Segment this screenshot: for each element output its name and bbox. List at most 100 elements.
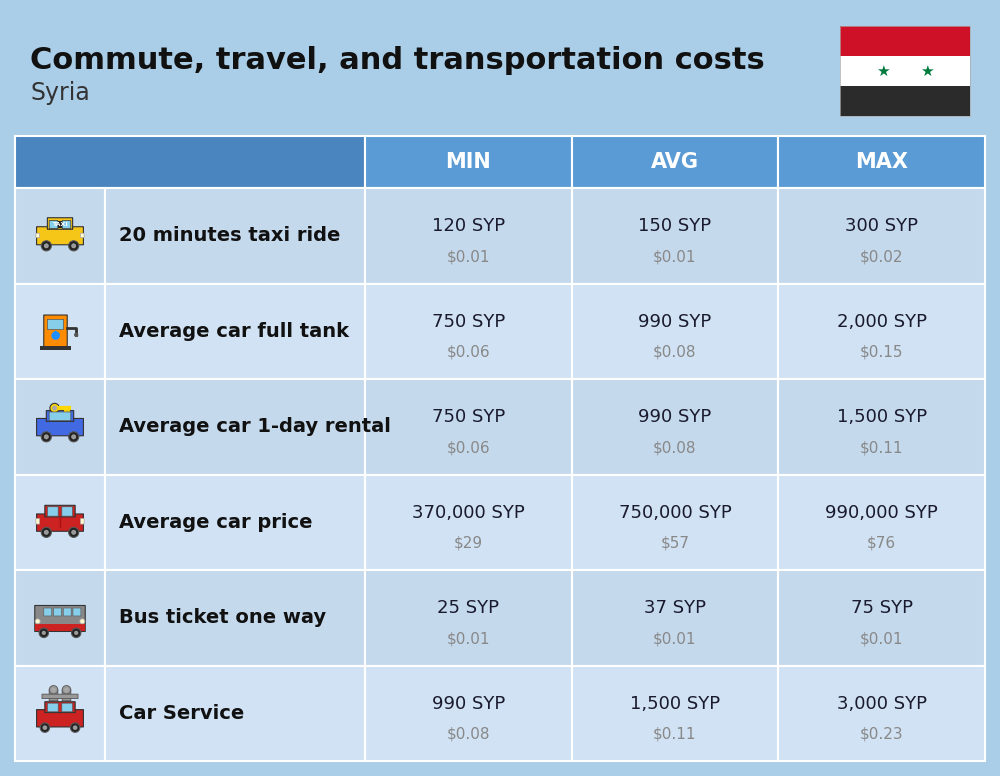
Bar bbox=[15, 379, 105, 474]
Circle shape bbox=[35, 618, 40, 624]
FancyBboxPatch shape bbox=[49, 220, 58, 229]
Text: 370,000 SYP: 370,000 SYP bbox=[412, 504, 525, 521]
Text: Average car price: Average car price bbox=[119, 513, 312, 532]
Circle shape bbox=[40, 723, 50, 733]
Circle shape bbox=[44, 435, 49, 439]
Bar bbox=[778, 666, 985, 761]
FancyBboxPatch shape bbox=[46, 411, 74, 421]
Bar bbox=[105, 188, 365, 283]
Text: Commute, travel, and transportation costs: Commute, travel, and transportation cost… bbox=[30, 46, 765, 75]
FancyBboxPatch shape bbox=[40, 346, 71, 350]
FancyBboxPatch shape bbox=[62, 690, 71, 701]
Bar bbox=[778, 188, 985, 283]
Text: 37 SYP: 37 SYP bbox=[644, 599, 706, 617]
Circle shape bbox=[62, 685, 71, 695]
Text: $29: $29 bbox=[454, 535, 483, 551]
Circle shape bbox=[49, 685, 58, 695]
Circle shape bbox=[71, 244, 76, 248]
FancyBboxPatch shape bbox=[49, 412, 71, 421]
FancyBboxPatch shape bbox=[54, 608, 61, 616]
Text: 750 SYP: 750 SYP bbox=[432, 408, 505, 426]
FancyBboxPatch shape bbox=[35, 624, 85, 632]
FancyBboxPatch shape bbox=[47, 507, 58, 516]
Circle shape bbox=[64, 688, 69, 692]
Circle shape bbox=[41, 431, 51, 442]
Bar bbox=[105, 474, 365, 570]
Bar bbox=[365, 283, 572, 379]
Circle shape bbox=[80, 618, 85, 624]
Text: $0.06: $0.06 bbox=[447, 440, 490, 456]
Bar bbox=[778, 379, 985, 474]
Bar bbox=[15, 136, 365, 188]
FancyBboxPatch shape bbox=[62, 703, 73, 712]
Circle shape bbox=[44, 530, 49, 535]
Text: 1,500 SYP: 1,500 SYP bbox=[630, 695, 720, 712]
Bar bbox=[840, 26, 970, 116]
Text: $76: $76 bbox=[867, 535, 896, 551]
Circle shape bbox=[52, 406, 57, 411]
Text: $0.23: $0.23 bbox=[860, 727, 903, 742]
Text: $0.08: $0.08 bbox=[653, 345, 697, 360]
Text: $0.02: $0.02 bbox=[860, 249, 903, 265]
Circle shape bbox=[43, 726, 47, 730]
Circle shape bbox=[74, 333, 78, 337]
Circle shape bbox=[69, 527, 79, 537]
Bar bbox=[15, 666, 105, 761]
FancyBboxPatch shape bbox=[45, 702, 75, 712]
Text: AVG: AVG bbox=[651, 152, 699, 172]
Circle shape bbox=[73, 726, 77, 730]
Circle shape bbox=[74, 631, 78, 635]
Text: MAX: MAX bbox=[855, 152, 908, 172]
FancyBboxPatch shape bbox=[42, 695, 78, 698]
Text: 2,000 SYP: 2,000 SYP bbox=[837, 313, 927, 331]
Text: 750 SYP: 750 SYP bbox=[432, 313, 505, 331]
Circle shape bbox=[41, 527, 51, 537]
FancyBboxPatch shape bbox=[81, 234, 84, 237]
Bar bbox=[572, 474, 778, 570]
FancyBboxPatch shape bbox=[44, 608, 52, 616]
Bar bbox=[572, 136, 778, 188]
Circle shape bbox=[44, 244, 49, 248]
FancyBboxPatch shape bbox=[37, 418, 83, 436]
Text: $0.15: $0.15 bbox=[860, 345, 903, 360]
Text: 990 SYP: 990 SYP bbox=[432, 695, 505, 712]
Circle shape bbox=[69, 431, 79, 442]
Text: 990 SYP: 990 SYP bbox=[638, 313, 712, 331]
Text: $0.06: $0.06 bbox=[447, 345, 490, 360]
Text: ★: ★ bbox=[920, 64, 934, 78]
Circle shape bbox=[51, 331, 60, 340]
Text: 750,000 SYP: 750,000 SYP bbox=[619, 504, 731, 521]
Bar bbox=[105, 570, 365, 666]
FancyBboxPatch shape bbox=[47, 218, 73, 229]
Bar bbox=[840, 26, 970, 56]
Text: 25 SYP: 25 SYP bbox=[437, 599, 499, 617]
Circle shape bbox=[71, 530, 76, 535]
FancyBboxPatch shape bbox=[62, 507, 73, 516]
Text: 120 SYP: 120 SYP bbox=[432, 217, 505, 235]
Circle shape bbox=[70, 723, 80, 733]
Text: Car Service: Car Service bbox=[119, 704, 244, 722]
FancyBboxPatch shape bbox=[37, 514, 83, 532]
Text: 150 SYP: 150 SYP bbox=[638, 217, 712, 235]
Polygon shape bbox=[52, 330, 59, 335]
FancyBboxPatch shape bbox=[47, 703, 58, 712]
Bar bbox=[840, 86, 970, 116]
Text: 1,500 SYP: 1,500 SYP bbox=[837, 408, 927, 426]
Text: $0.11: $0.11 bbox=[860, 440, 903, 456]
Circle shape bbox=[50, 404, 59, 413]
Bar bbox=[15, 474, 105, 570]
FancyBboxPatch shape bbox=[44, 315, 67, 349]
Bar bbox=[840, 56, 970, 86]
Bar bbox=[778, 570, 985, 666]
Bar bbox=[15, 283, 105, 379]
FancyBboxPatch shape bbox=[62, 220, 71, 229]
Text: $0.01: $0.01 bbox=[653, 249, 697, 265]
Circle shape bbox=[72, 629, 81, 638]
Text: 300 SYP: 300 SYP bbox=[845, 217, 918, 235]
Text: $0.08: $0.08 bbox=[653, 440, 697, 456]
Text: 20 minutes taxi ride: 20 minutes taxi ride bbox=[119, 227, 340, 245]
FancyBboxPatch shape bbox=[35, 605, 85, 632]
Text: 990 SYP: 990 SYP bbox=[638, 408, 712, 426]
FancyBboxPatch shape bbox=[36, 234, 39, 237]
Text: $0.11: $0.11 bbox=[653, 727, 697, 742]
